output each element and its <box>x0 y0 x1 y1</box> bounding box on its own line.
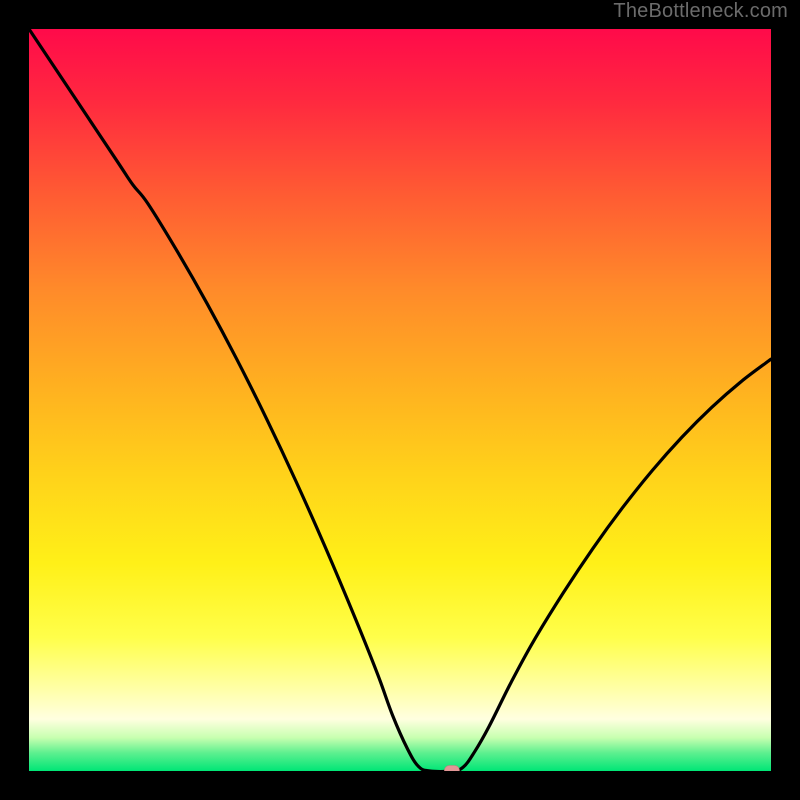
chart-root: TheBottleneck.com <box>0 0 800 800</box>
curve-svg <box>29 29 771 771</box>
watermark-label: TheBottleneck.com <box>613 0 788 23</box>
bottleneck-curve <box>29 29 771 771</box>
optimal-point-marker <box>444 766 459 772</box>
plot-area <box>29 29 771 771</box>
